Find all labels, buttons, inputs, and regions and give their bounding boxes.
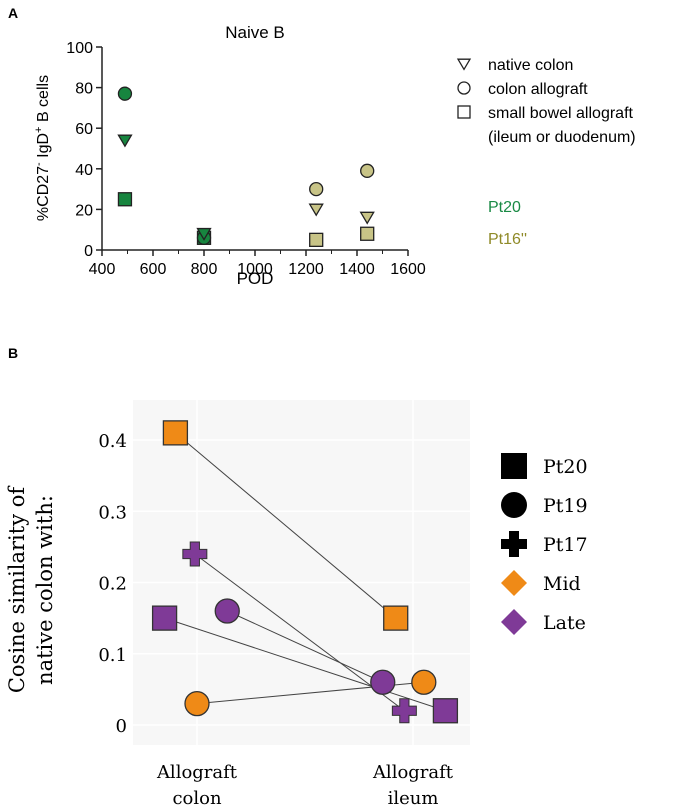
legend-marker-diamond <box>501 570 527 596</box>
pair-line <box>164 617 446 712</box>
x-tick-label: 600 <box>140 261 167 278</box>
legend-label: Mid <box>543 573 581 595</box>
pair-line <box>175 432 397 619</box>
legend-marker-square <box>457 105 471 119</box>
legend-label: colon allograft <box>488 81 588 98</box>
y-axis-title-part: + <box>33 126 45 132</box>
x-tick-label: colon <box>172 788 222 805</box>
legend-marker-circle <box>457 81 471 95</box>
x-tick-label: ileum <box>388 788 439 805</box>
data-point-ileum-circle <box>411 669 437 695</box>
y-tick-label: 0.4 <box>98 431 127 452</box>
x-tick-label: 800 <box>191 261 218 278</box>
legend-label: Late <box>543 612 586 634</box>
legend-label: Pt17 <box>543 534 588 556</box>
legend-label: Pt19 <box>543 495 588 517</box>
data-point-circle <box>309 181 324 197</box>
data-point-colon-square <box>162 420 189 446</box>
x-tick-label: 1400 <box>339 261 375 278</box>
x-tick-label: 400 <box>89 261 116 278</box>
x-axis-title: POD <box>237 269 274 288</box>
y-tick-label: 0 <box>84 243 93 260</box>
data-point-square <box>309 232 324 248</box>
x-tick-label: 1600 <box>390 261 426 278</box>
data-point-colon-plus <box>182 541 208 567</box>
data-point-colon-circle <box>214 598 240 624</box>
y-axis-title: %CD27- IgD+ B cells <box>33 75 52 221</box>
y-tick-label: 20 <box>75 202 93 219</box>
data-point-ileum-circle <box>370 669 396 695</box>
x-tick-label: 1000 <box>237 261 273 278</box>
y-axis-title: native colon with: <box>33 495 57 685</box>
y-tick-label: 40 <box>75 162 93 179</box>
legend-label: (ileum or duodenum) <box>488 129 636 146</box>
data-point-circle <box>360 163 375 178</box>
legend-color-label: Pt20 <box>488 199 521 216</box>
data-point-ileum-plus <box>391 698 417 724</box>
data-point-triangle <box>196 227 212 241</box>
x-tick-label: Allograft <box>372 762 454 783</box>
y-tick-label: 80 <box>75 81 93 98</box>
panel-label-a: A <box>8 5 18 21</box>
panel-label-b: B <box>8 345 18 361</box>
y-tick-label: 60 <box>75 121 93 138</box>
x-tick-label: 1200 <box>288 261 324 278</box>
y-tick-label: 0.1 <box>98 645 127 666</box>
legend-label: Pt20 <box>543 456 588 478</box>
data-point-colon-square <box>151 605 178 631</box>
data-point-triangle <box>117 134 133 148</box>
y-axis-title-part: B cells <box>35 75 52 127</box>
pair-line <box>227 610 383 683</box>
data-point-square <box>117 192 133 207</box>
data-point-colon-circle <box>184 690 210 717</box>
legend-marker-triangle <box>456 58 472 71</box>
legend-marker-diamond <box>501 609 527 635</box>
y-axis-title-part: IgD <box>35 133 52 162</box>
y-tick-label: 0.2 <box>98 574 127 595</box>
chart-title: Naive B <box>225 23 285 42</box>
y-axis-title-part: %CD27 <box>35 166 52 221</box>
y-axis-title-part: - <box>33 162 45 166</box>
data-point-ileum-square <box>383 605 409 631</box>
legend-label: small bowel allograft <box>488 105 634 122</box>
pair-line <box>194 553 405 712</box>
data-point-square <box>360 226 375 241</box>
legend-marker-square <box>501 453 527 479</box>
data-point-circle <box>117 86 133 101</box>
legend-color-label: Pt16'' <box>488 231 527 248</box>
legend-marker-circle <box>501 492 527 518</box>
x-tick-label: Allograft <box>156 762 238 783</box>
y-axis-title: Cosine similarity of <box>5 485 29 694</box>
legend-label: native colon <box>488 57 573 74</box>
data-point-ileum-square <box>432 698 459 724</box>
legend-marker-plus <box>501 531 527 557</box>
data-point-triangle <box>359 211 375 225</box>
y-tick-label: 0 <box>116 716 127 737</box>
data-point-triangle <box>308 203 324 217</box>
y-tick-label: 0.3 <box>98 502 127 523</box>
y-tick-label: 100 <box>66 40 93 57</box>
